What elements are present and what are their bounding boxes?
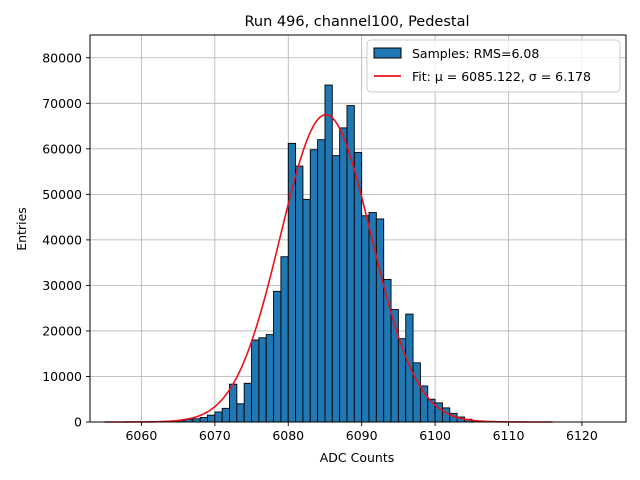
histogram-bar <box>309 149 319 423</box>
y-axis-title: Entries <box>14 207 29 251</box>
histogram-bar <box>265 334 275 423</box>
legend-label-histogram: Samples: RMS=6.08 <box>412 46 539 61</box>
histogram-bar <box>405 313 414 423</box>
plot-frame <box>89 34 627 423</box>
histogram-bar <box>346 105 355 423</box>
y-tick-label: 10000 <box>42 369 82 384</box>
x-axis-title: ADC Counts <box>320 450 395 465</box>
gaussian-fit-curve <box>104 113 553 423</box>
histogram-bar <box>324 84 333 423</box>
histogram-bar <box>295 165 304 423</box>
histogram-bar <box>207 414 216 423</box>
legend-histogram-swatch <box>373 47 402 59</box>
y-tick-label: 40000 <box>42 232 82 247</box>
histogram-bar <box>199 416 208 423</box>
y-tick-label: 60000 <box>42 141 82 156</box>
chart-title: Run 496, channel100, Pedestal <box>244 14 469 30</box>
histogram-bar <box>221 407 230 423</box>
histogram-bar <box>412 362 421 423</box>
histogram-bar <box>243 382 252 423</box>
legend: Samples: RMS=6.08 Fit: μ = 6085.122, σ =… <box>366 39 621 93</box>
x-tick-label: 6100 <box>419 428 451 443</box>
legend-label-fit: Fit: μ = 6085.122, σ = 6.178 <box>412 69 591 84</box>
y-tick-label: 70000 <box>42 96 82 111</box>
x-tick-label: 6110 <box>493 428 525 443</box>
x-tick-label: 6090 <box>346 428 378 443</box>
histogram-bar <box>287 142 297 423</box>
histogram-bar <box>361 215 370 423</box>
fit-curve-layer <box>104 113 553 423</box>
axis-ticks: 6060 6070 6080 6090 6100 6110 6120 0 10000 20000 3… <box>42 50 598 443</box>
histogram-bar <box>258 337 267 423</box>
histogram-bar <box>375 218 385 423</box>
y-tick-label: 20000 <box>42 323 82 338</box>
x-tick-label: 6120 <box>566 428 598 443</box>
y-tick-label: 80000 <box>42 50 82 65</box>
histogram-bar <box>251 339 260 423</box>
legend-box <box>366 39 621 93</box>
histogram-bar <box>229 383 238 423</box>
histogram-bars <box>170 84 487 423</box>
histogram-bar <box>317 139 326 423</box>
histogram-bar <box>331 155 341 423</box>
x-tick-label: 6070 <box>199 428 231 443</box>
histogram-bar <box>280 256 289 423</box>
histogram-bar <box>236 403 245 423</box>
histogram-bar <box>302 198 311 423</box>
histogram-bar <box>339 127 348 423</box>
y-tick-label: 30000 <box>42 278 82 293</box>
y-tick-label: 50000 <box>42 187 82 202</box>
histogram-bar <box>397 338 407 423</box>
x-tick-label: 6080 <box>272 428 304 443</box>
histogram-bar <box>273 290 282 423</box>
y-tick-label: 0 <box>74 415 82 430</box>
histogram-bar <box>214 411 223 423</box>
x-tick-label: 6060 <box>125 428 157 443</box>
